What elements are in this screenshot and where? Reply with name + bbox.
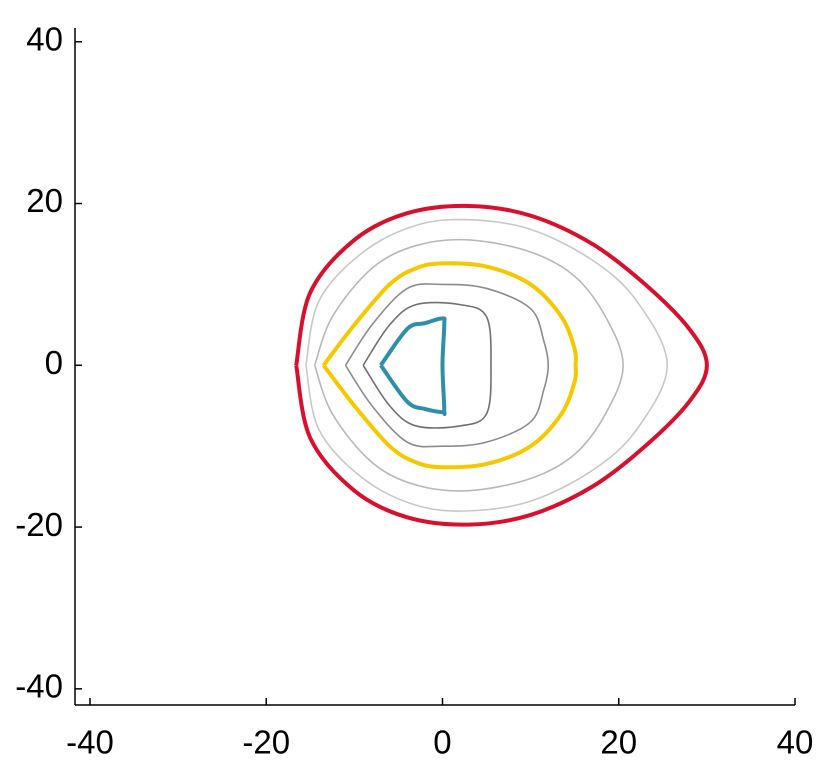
contour-line [379, 316, 447, 417]
x-tick-label: -40 [66, 724, 114, 761]
contour-line [321, 261, 579, 470]
y-tick-label: -20 [15, 506, 63, 543]
y-tick-label: 40 [26, 20, 63, 57]
y-tick-label: 20 [26, 182, 63, 219]
y-tick-label: -40 [15, 668, 63, 705]
x-tick-label: -20 [242, 724, 290, 761]
contour-line [313, 238, 624, 492]
y-tick-label: 0 [45, 344, 63, 381]
x-tick-label: 0 [433, 724, 451, 761]
contour-line [344, 283, 550, 448]
contour-line [362, 301, 492, 429]
x-tick-label: 20 [600, 724, 637, 761]
contour-line [294, 203, 709, 527]
contour-line [305, 218, 669, 512]
x-tick-label: 40 [777, 724, 814, 761]
